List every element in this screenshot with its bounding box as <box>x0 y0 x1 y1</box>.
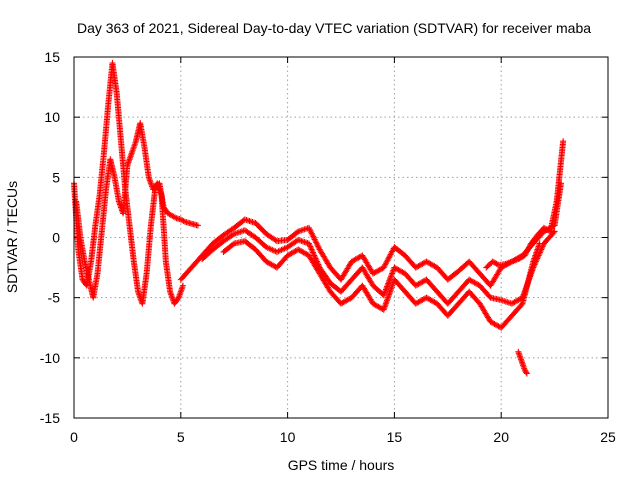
y-tick-label: -15 <box>40 410 60 426</box>
data-point <box>523 248 530 255</box>
y-axis-label: SDTVAR / TECUs <box>4 181 20 293</box>
data-point <box>523 249 530 256</box>
data-point <box>180 218 187 225</box>
data-point <box>306 226 313 233</box>
chart-title: Day 363 of 2021, Sidereal Day-to-day VTE… <box>77 20 591 36</box>
data-point <box>490 259 497 266</box>
data-point <box>305 224 312 231</box>
data-point <box>524 247 531 254</box>
x-axis-label: GPS time / hours <box>288 457 395 473</box>
data-point <box>311 236 318 243</box>
data-point <box>310 233 317 240</box>
grid <box>74 57 608 418</box>
axis-ticks: 0 5 10 15 20 25 -15 -10 -5 0 5 10 15 <box>40 49 616 445</box>
data-point <box>194 222 201 229</box>
data-point <box>525 245 532 252</box>
data-point <box>272 237 279 244</box>
x-tick-label: 0 <box>70 429 78 445</box>
data-point <box>308 229 315 236</box>
data-point <box>489 258 496 265</box>
y-tick-label: 5 <box>52 169 60 185</box>
data-point <box>230 241 237 248</box>
data-point <box>229 231 236 238</box>
data-points <box>71 60 567 377</box>
data-point <box>536 240 543 247</box>
data-point <box>540 224 547 231</box>
x-tick-label: 25 <box>600 429 616 445</box>
data-point <box>493 260 500 267</box>
data-point <box>314 242 321 249</box>
data-point <box>523 369 530 376</box>
data-point <box>519 253 526 260</box>
data-point <box>313 240 320 247</box>
data-point <box>172 214 179 221</box>
data-point <box>307 227 314 234</box>
data-point <box>309 232 316 239</box>
data-point <box>517 254 524 261</box>
y-tick-label: -10 <box>40 350 60 366</box>
y-tick-label: 0 <box>52 230 60 246</box>
x-tick-label: 20 <box>493 429 509 445</box>
data-point <box>516 255 523 262</box>
data-point <box>542 225 549 232</box>
data-point <box>543 226 550 233</box>
data-point <box>523 370 530 377</box>
data-point <box>526 243 533 250</box>
data-point <box>515 256 522 263</box>
x-tick-label: 10 <box>280 429 296 445</box>
x-tick-label: 15 <box>387 429 403 445</box>
data-point <box>312 237 319 244</box>
data-point <box>522 251 529 258</box>
data-point <box>310 234 317 241</box>
x-tick-label: 5 <box>177 429 185 445</box>
plot-frame <box>73 56 609 419</box>
data-point <box>315 243 322 250</box>
y-tick-label: -5 <box>48 290 61 306</box>
data-point <box>179 282 186 289</box>
data-point <box>174 295 181 302</box>
data-point <box>308 230 315 237</box>
data-point <box>492 260 499 267</box>
y-tick-label: 10 <box>44 109 60 125</box>
y-tick-label: 15 <box>44 49 60 65</box>
data-point <box>550 229 557 236</box>
data-point <box>525 244 532 251</box>
data-point <box>313 239 320 246</box>
data-point <box>521 252 528 259</box>
data-point <box>560 138 567 145</box>
